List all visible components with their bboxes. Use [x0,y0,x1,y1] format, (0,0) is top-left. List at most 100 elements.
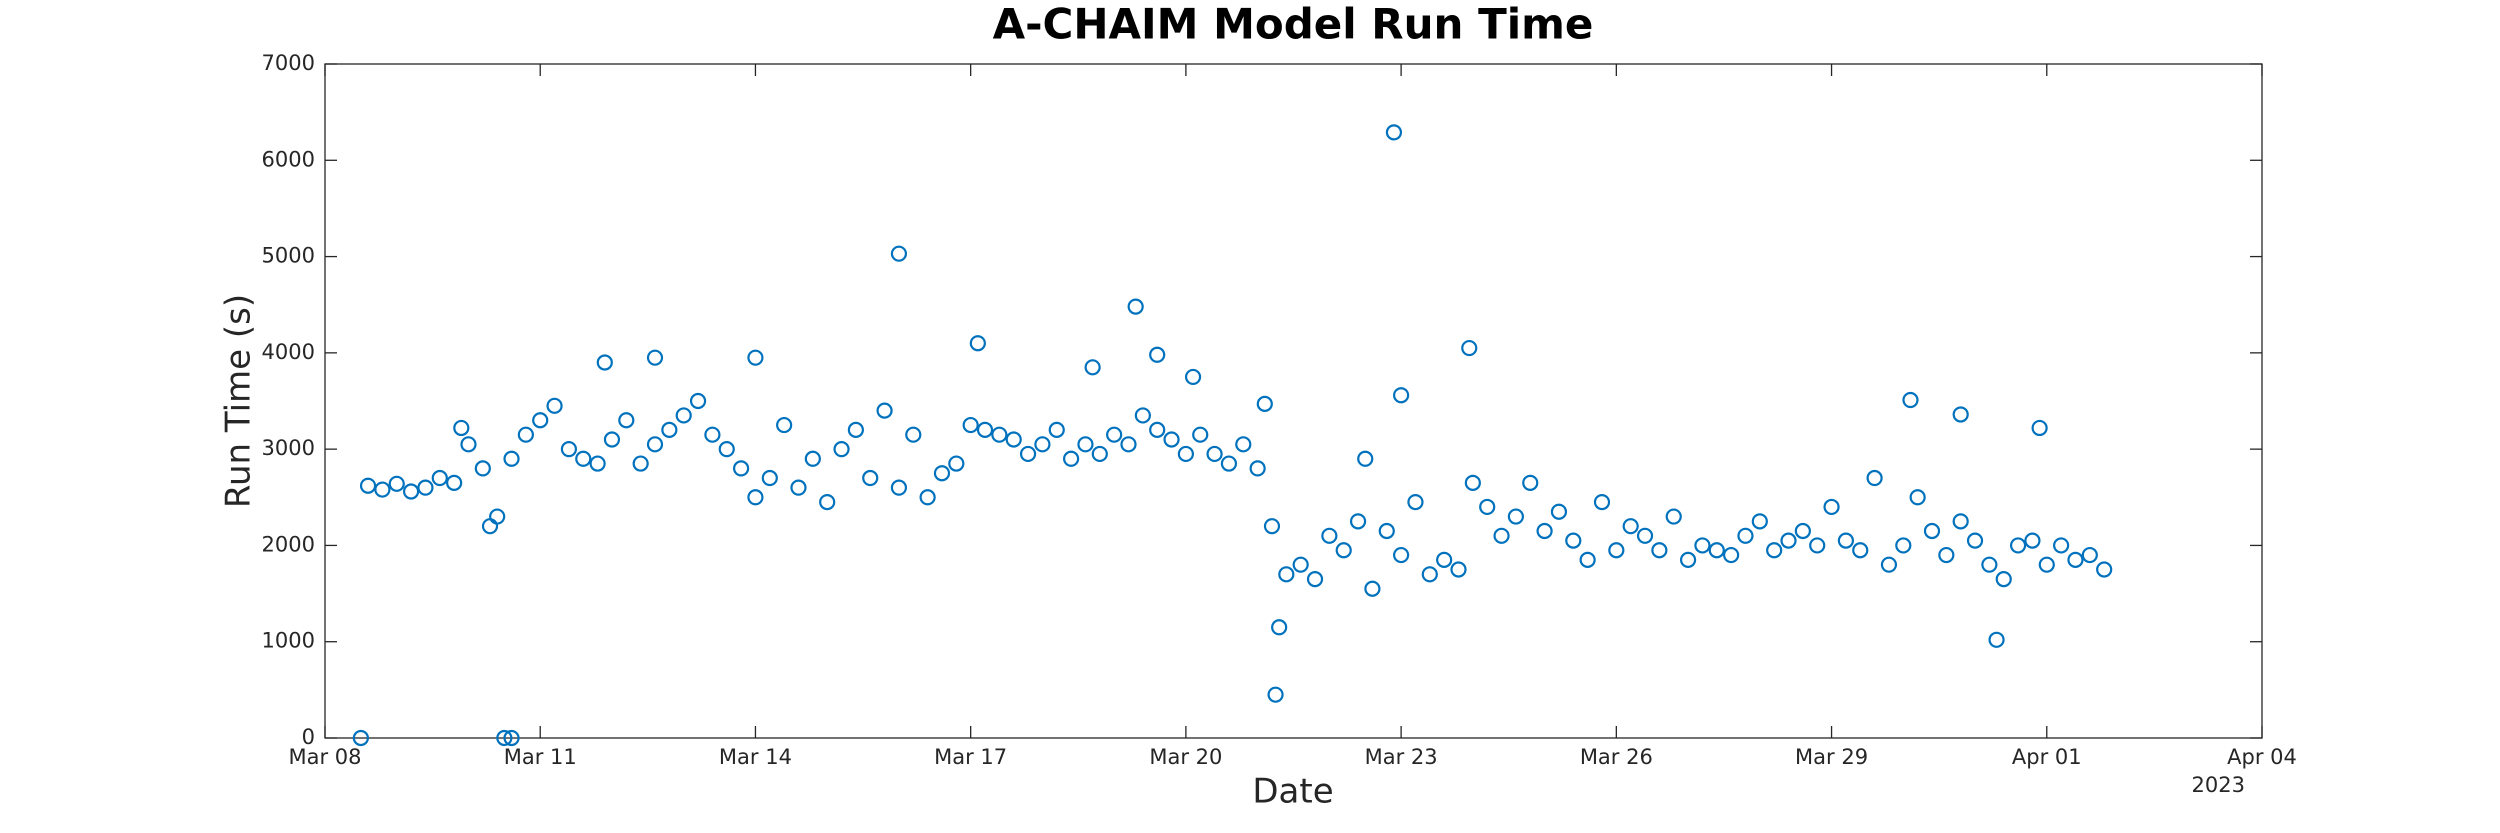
data-point [732,460,750,477]
data-point [1235,436,1252,453]
data-point [948,455,965,472]
data-point [675,407,692,424]
data-point [1780,532,1797,549]
data-point [1737,527,1754,544]
data-point [589,455,606,472]
data-point [1981,556,1998,573]
data-point [1823,498,1840,516]
data-point [1766,542,1783,559]
data-point [1278,566,1295,583]
data-point [453,419,470,437]
data-point [1120,436,1137,453]
data-point [446,474,463,491]
data-point [2024,532,2041,549]
data-point [1206,445,1223,463]
data-point [1163,431,1180,448]
data-point [1679,551,1697,568]
data-point [388,475,405,492]
data-point [1048,421,1065,438]
data-point [374,481,391,498]
data-point [1651,542,1668,559]
data-point [1593,494,1611,511]
data-point [661,421,678,438]
data-point [1565,532,1582,549]
data-point [1249,460,1266,477]
data-point [560,441,578,458]
data-point [1995,571,2012,588]
data-point [2096,561,2113,578]
data-point [1665,508,1682,525]
data-point [496,729,513,747]
data-point [1357,450,1374,467]
data-point [933,465,951,482]
data-point [546,397,563,414]
data-point [1077,436,1094,453]
data-point [646,349,664,366]
data-point [847,421,864,438]
data-point [1837,532,1855,549]
plot-frame [324,63,2263,739]
data-point [1902,391,1919,409]
data-point [1267,686,1284,703]
data-point [431,469,448,487]
data-point [1436,551,1453,568]
x-tick-label: Mar 23 [1365,745,1438,769]
data-point [1192,426,1209,443]
chart-title: A-CHAIM Model Run Time [993,0,1594,49]
data-point [2067,551,2084,568]
data-point [876,402,893,419]
data-point [1866,469,1883,487]
data-point [1084,359,1101,376]
data-point [790,479,807,496]
data-point [1550,503,1568,520]
data-point [1063,450,1080,467]
data-point [2081,546,2098,564]
data-point [1794,522,1811,540]
data-point [1622,518,1639,535]
data-point [1723,546,1740,564]
data-point [1450,561,1467,578]
data-point [747,489,764,506]
data-point [704,426,721,443]
data-point [1019,445,1037,463]
data-point [2038,556,2055,573]
data-point [976,421,994,438]
data-point [1256,395,1273,412]
data-point [804,450,821,467]
data-point [532,412,549,429]
x-tick-label: Apr 01 [2012,745,2082,769]
y-tick-label: 3000 [262,436,315,460]
x-tick-label: Mar 20 [1149,745,1222,769]
data-point [1184,368,1202,386]
data-point [1378,522,1395,540]
data-point [1895,537,1912,554]
data-point [603,431,621,448]
data-point [1938,546,1955,564]
data-point [1966,532,1984,549]
data-point [1952,513,1969,530]
data-point [1880,556,1898,573]
data-point [1923,522,1941,540]
data-point [1988,631,2005,648]
data-point [1751,513,1768,530]
data-point [1106,426,1123,443]
data-point [1579,551,1596,568]
data-point [1393,546,1410,564]
data-point [905,426,922,443]
data-point [991,426,1008,443]
data-point [890,245,908,262]
data-point [761,469,778,487]
data-point [474,460,491,477]
data-point [1364,580,1381,597]
y-axis-label: Run Time (s) [219,294,259,508]
data-point [1852,542,1869,559]
data-point [890,479,908,496]
data-point [1708,542,1725,559]
data-point [1127,298,1144,315]
data-point [833,441,850,458]
data-point [1134,407,1151,424]
data-point [969,335,986,352]
data-point [919,489,936,506]
data-point [1536,522,1553,540]
